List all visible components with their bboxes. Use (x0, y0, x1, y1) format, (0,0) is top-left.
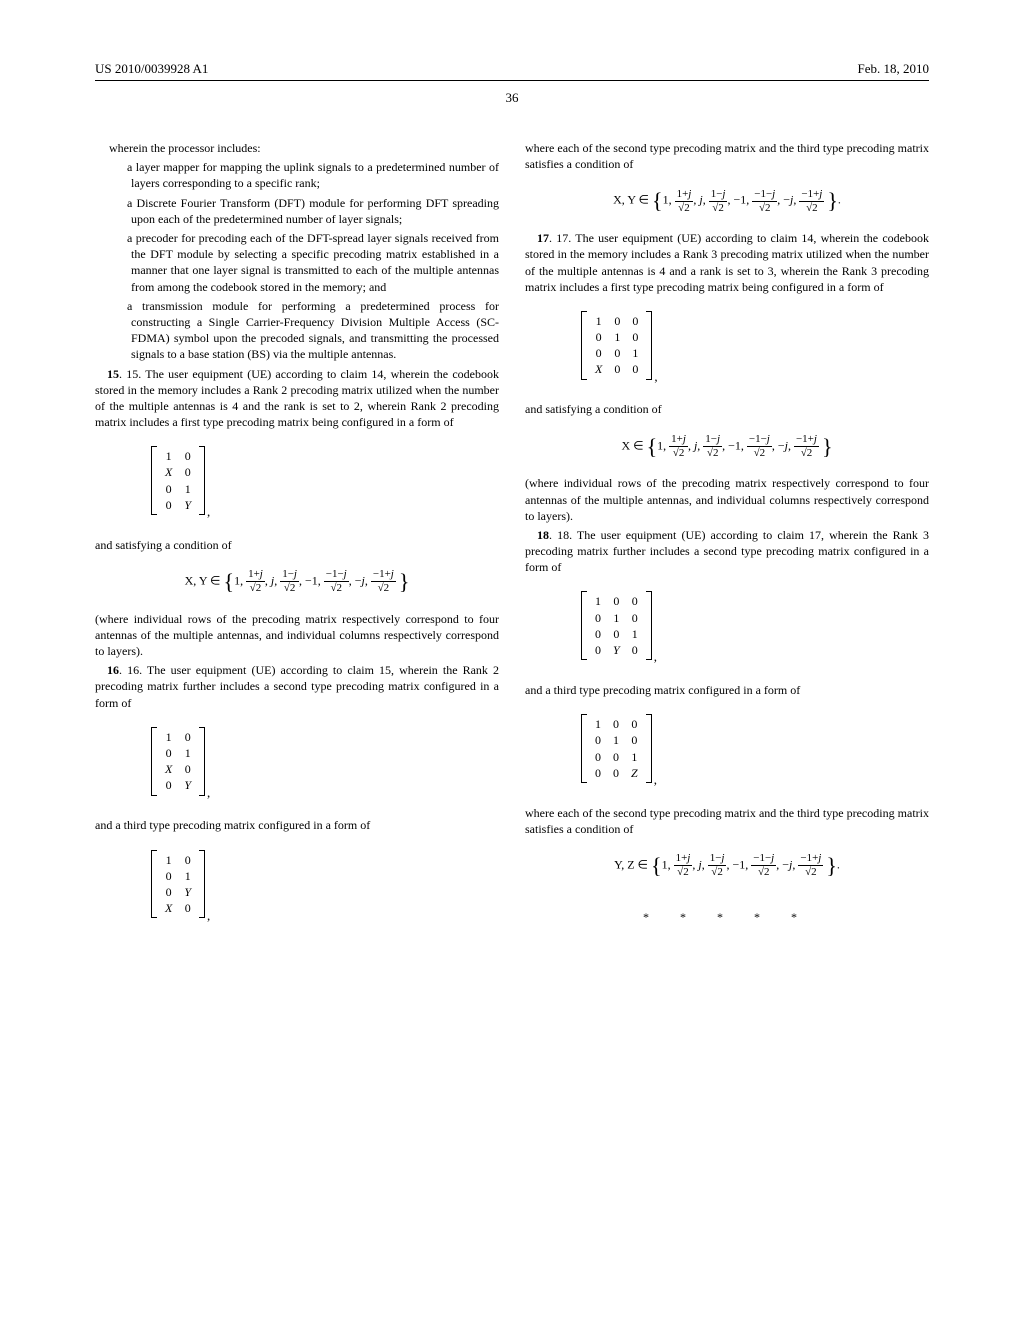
left-column: wherein the processor includes: a layer … (95, 140, 499, 940)
limitation-a: a layer mapper for mapping the uplink si… (131, 159, 499, 191)
limitation-c: a precoder for precoding each of the DFT… (131, 230, 499, 295)
limitation-b: a Discrete Fourier Transform (DFT) modul… (131, 195, 499, 227)
p-r4: where each of the second type precoding … (525, 805, 929, 837)
sat-17: and satisfying a condition of (525, 401, 929, 417)
end-stars: * * * * * (525, 909, 929, 925)
matrix-17a: 100 010 001 X00 , (581, 311, 929, 386)
set-prefix-xy-2: X, Y ∈ (613, 193, 649, 207)
limitation-d: a transmission module for performing a p… (131, 298, 499, 363)
intro-line: wherein the processor includes: (113, 140, 499, 156)
claim-18: 18. 18. The user equipment (UE) accordin… (525, 527, 929, 576)
sat-15: and satisfying a condition of (95, 537, 499, 553)
claim-16-text: 16. The user equipment (UE) according to… (95, 663, 499, 709)
pub-date: Feb. 18, 2010 (858, 60, 930, 78)
set-prefix-yz: Y, Z ∈ (614, 858, 648, 872)
pub-number: US 2010/0039928 A1 (95, 60, 208, 78)
claim-16: 16. 16. The user equipment (UE) accordin… (95, 662, 499, 711)
matrix-16a: 10 01 X0 0Y , (151, 727, 499, 802)
and-third-16: and a third type precoding matrix config… (95, 817, 499, 833)
right-column: where each of the second type precoding … (525, 140, 929, 940)
claim-15: 15. 15. The user equipment (UE) accordin… (95, 366, 499, 431)
set-17: X ∈ {1, 1+j√2, j, 1−j√2, −1, −1−j√2, −j,… (525, 432, 929, 462)
set-prefix-x: X ∈ (621, 438, 643, 452)
set-18: Y, Z ∈ {1, 1+j√2, j, 1−j√2, −1, −1−j√2, … (525, 851, 929, 881)
and-third-18: and a third type precoding matrix config… (525, 682, 929, 698)
claim-15-text: 15. The user equipment (UE) according to… (95, 367, 499, 430)
set-16: X, Y ∈ {1, 1+j√2, j, 1−j√2, −1, −1−j√2, … (525, 186, 929, 216)
two-column-body: wherein the processor includes: a layer … (95, 140, 929, 940)
set-prefix-xy: X, Y ∈ (185, 574, 221, 588)
page: US 2010/0039928 A1 Feb. 18, 2010 36 wher… (0, 0, 1024, 1320)
matrix-16b: 10 01 0Y X0 , (151, 850, 499, 925)
page-header: US 2010/0039928 A1 Feb. 18, 2010 (95, 60, 929, 81)
claim-18-text: 18. The user equipment (UE) according to… (525, 528, 929, 574)
matrix-18a: 100 010 001 0Y0 , (581, 591, 929, 666)
matrix-15a: 10 X0 01 0Y , (151, 446, 499, 521)
note-15: (where individual rows of the precoding … (95, 611, 499, 660)
matrix-18b: 100 010 001 00Z , (581, 714, 929, 789)
set-15: X, Y ∈ {1, 1+j√2, j, 1−j√2, −1, −1−j√2, … (95, 567, 499, 597)
note-17: (where individual rows of the precoding … (525, 475, 929, 524)
claim-17-text: 17. The user equipment (UE) according to… (525, 231, 929, 294)
page-number: 36 (95, 89, 929, 107)
p-r1: where each of the second type precoding … (525, 140, 929, 172)
claim-17: 17. 17. The user equipment (UE) accordin… (525, 230, 929, 295)
